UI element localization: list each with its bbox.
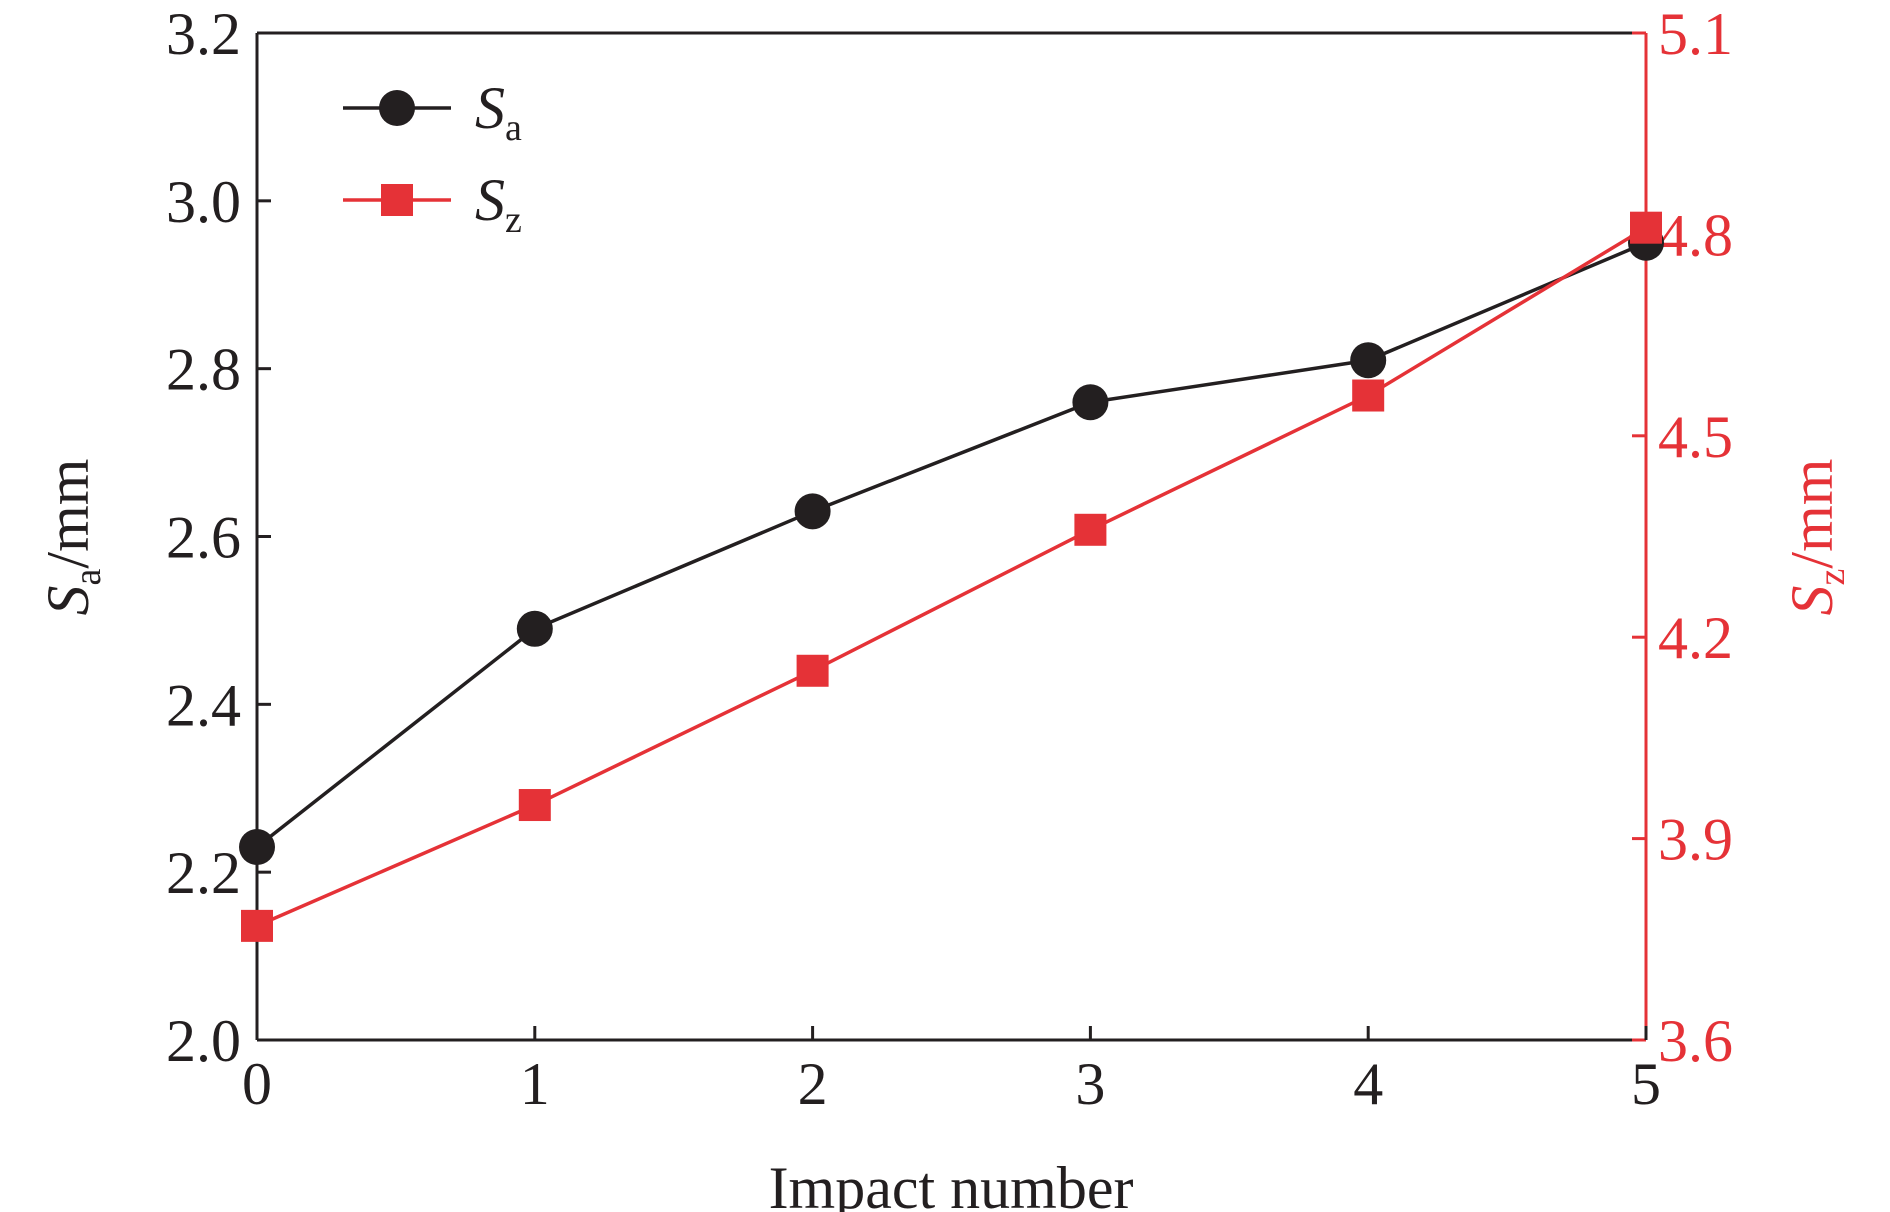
x-axis-title: Impact number: [769, 1155, 1134, 1212]
series-line-sa: [255, 241, 1647, 849]
x-ticks: 0 1 2 3 4 5: [242, 1026, 1661, 1117]
data-point-sa: [794, 493, 831, 530]
left-tick-label: 2.8: [166, 337, 241, 403]
data-point-sz: [1352, 379, 1385, 412]
left-tick-label: 3.0: [166, 169, 241, 235]
y-axis-title-right-unit: /mm: [1779, 459, 1845, 569]
left-tick-label: 2.2: [166, 840, 241, 906]
x-tick-label: 3: [1075, 1051, 1105, 1117]
data-point-sz: [518, 789, 551, 822]
x-tick-label: 2: [798, 1051, 828, 1117]
legend-marker-sa: [379, 90, 415, 126]
data-point-sa: [516, 610, 553, 647]
left-tick-label: 2.6: [166, 505, 241, 571]
y-axis-title-right-subscript: z: [1811, 569, 1853, 586]
x-tick-label: 5: [1631, 1051, 1661, 1117]
left-tick-label: 3.2: [166, 1, 241, 67]
right-tick-label: 5.1: [1658, 1, 1733, 67]
legend: Sa Sz: [343, 75, 522, 241]
right-tick-label: 4.5: [1658, 404, 1733, 470]
series-layer: [239, 211, 1664, 942]
right-tick-label: 3.9: [1658, 807, 1733, 873]
legend-label-sz: Sz: [475, 167, 522, 241]
legend-label-sa: Sa: [475, 75, 522, 149]
right-tick-label: 3.6: [1658, 1008, 1733, 1074]
data-point-sa: [1072, 384, 1109, 421]
y-axis-title-left: Sa/mm: [35, 459, 109, 616]
right-tick-label: 4.8: [1658, 202, 1733, 268]
data-point-sz: [1630, 211, 1662, 244]
y-axis-title-left-subscript: a: [67, 568, 109, 585]
left-tick-label: 2.4: [166, 672, 241, 738]
left-y-ticks: 2.0 2.2 2.4 2.6 2.8 3.0 3.2: [166, 1, 271, 1074]
x-tick-label: 1: [520, 1051, 550, 1117]
y-axis-title-right-symbol: S: [1779, 585, 1845, 615]
legend-marker-sz: [381, 184, 413, 216]
x-tick-label: 4: [1353, 1051, 1383, 1117]
data-point-sa: [1350, 342, 1387, 379]
data-point-sz: [1074, 513, 1107, 546]
right-tick-label: 4.2: [1658, 605, 1733, 671]
y-axis-title-left-unit: /mm: [35, 459, 101, 569]
right-y-ticks: 3.6 3.9 4.2 4.5 4.8 5.1: [1632, 1, 1733, 1074]
data-point-sz: [241, 909, 273, 942]
data-point-sa: [239, 828, 275, 865]
series-line-sz: [256, 226, 1647, 928]
y-axis-title-left-symbol: S: [35, 585, 101, 615]
left-tick-label: 2.0: [166, 1008, 241, 1074]
y-axis-title-right: Sz/mm: [1779, 459, 1853, 616]
data-point-sz: [796, 654, 829, 687]
x-tick-label: 0: [242, 1051, 272, 1117]
